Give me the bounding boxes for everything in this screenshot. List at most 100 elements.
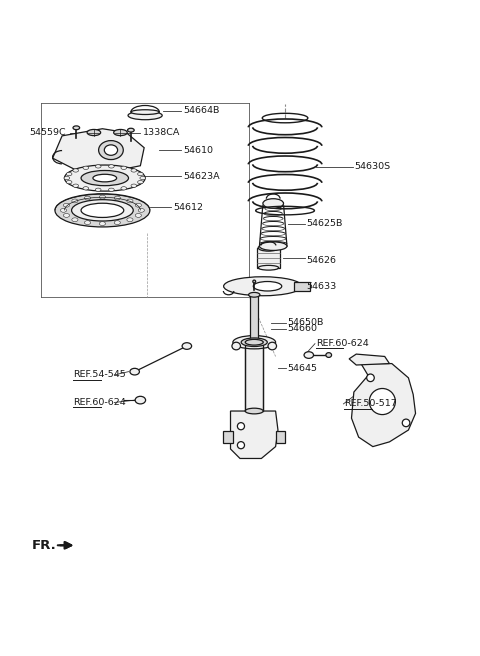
Ellipse shape <box>131 110 159 115</box>
Ellipse shape <box>96 165 101 168</box>
Bar <box>245 342 263 411</box>
Ellipse shape <box>121 166 127 169</box>
Ellipse shape <box>253 281 282 291</box>
Ellipse shape <box>402 419 410 426</box>
Text: 54630S: 54630S <box>354 162 390 171</box>
Ellipse shape <box>238 441 244 449</box>
Ellipse shape <box>249 293 260 297</box>
Ellipse shape <box>127 218 133 222</box>
Ellipse shape <box>73 169 79 172</box>
Text: REF.50-517: REF.50-517 <box>344 400 397 409</box>
Ellipse shape <box>64 165 145 191</box>
Bar <box>223 432 233 443</box>
Ellipse shape <box>127 199 133 203</box>
Polygon shape <box>230 411 278 459</box>
Ellipse shape <box>138 209 144 213</box>
Ellipse shape <box>93 174 117 182</box>
Text: 54559C: 54559C <box>29 128 65 137</box>
Ellipse shape <box>131 184 137 188</box>
Ellipse shape <box>55 194 150 227</box>
Ellipse shape <box>60 209 67 213</box>
Bar <box>251 295 258 340</box>
Ellipse shape <box>63 203 70 207</box>
Polygon shape <box>351 363 416 447</box>
Ellipse shape <box>367 374 374 382</box>
Ellipse shape <box>99 195 106 199</box>
Ellipse shape <box>63 213 70 217</box>
Polygon shape <box>294 281 310 291</box>
Ellipse shape <box>64 176 70 180</box>
Text: 54626: 54626 <box>306 256 336 264</box>
Ellipse shape <box>238 422 244 430</box>
Ellipse shape <box>73 184 79 188</box>
Ellipse shape <box>135 213 142 217</box>
Text: REF.60-624: REF.60-624 <box>73 398 126 407</box>
Bar <box>257 248 280 268</box>
Ellipse shape <box>232 342 240 350</box>
Ellipse shape <box>263 199 284 208</box>
Ellipse shape <box>96 188 101 192</box>
Text: REF.54-545: REF.54-545 <box>73 371 126 379</box>
Ellipse shape <box>73 126 80 130</box>
Ellipse shape <box>182 342 192 350</box>
Text: 54645: 54645 <box>288 364 317 373</box>
Ellipse shape <box>241 338 267 346</box>
Ellipse shape <box>83 187 89 190</box>
Ellipse shape <box>135 203 142 207</box>
Ellipse shape <box>98 140 123 159</box>
Text: 54610: 54610 <box>183 146 213 155</box>
Ellipse shape <box>131 169 137 172</box>
Ellipse shape <box>128 111 162 119</box>
Ellipse shape <box>369 388 396 415</box>
Ellipse shape <box>114 129 127 136</box>
Ellipse shape <box>66 180 72 184</box>
Polygon shape <box>53 129 144 171</box>
Ellipse shape <box>138 180 144 184</box>
Text: 54612: 54612 <box>174 203 204 212</box>
Ellipse shape <box>108 188 114 192</box>
Ellipse shape <box>114 196 120 200</box>
Text: 1338CA: 1338CA <box>143 128 180 137</box>
Ellipse shape <box>140 176 145 180</box>
Ellipse shape <box>135 396 145 404</box>
Bar <box>276 432 285 443</box>
Text: 54664B: 54664B <box>183 106 219 115</box>
Ellipse shape <box>245 339 263 345</box>
Ellipse shape <box>66 173 72 176</box>
Ellipse shape <box>121 187 127 190</box>
Ellipse shape <box>72 218 78 222</box>
Ellipse shape <box>87 129 101 136</box>
Text: 54660: 54660 <box>288 325 317 333</box>
Ellipse shape <box>128 129 134 132</box>
Ellipse shape <box>130 368 139 375</box>
Ellipse shape <box>81 203 124 217</box>
Ellipse shape <box>72 199 78 203</box>
Ellipse shape <box>108 165 114 168</box>
Ellipse shape <box>138 173 144 176</box>
Ellipse shape <box>258 245 279 251</box>
Text: 54623A: 54623A <box>183 172 220 180</box>
Ellipse shape <box>84 196 91 200</box>
Ellipse shape <box>83 166 89 169</box>
Text: 54650B: 54650B <box>288 318 324 327</box>
Ellipse shape <box>104 145 118 155</box>
Ellipse shape <box>81 171 129 186</box>
Ellipse shape <box>253 280 256 283</box>
Ellipse shape <box>260 242 287 251</box>
Ellipse shape <box>258 266 279 270</box>
Ellipse shape <box>99 222 106 226</box>
Ellipse shape <box>233 336 276 349</box>
Ellipse shape <box>304 352 313 358</box>
Ellipse shape <box>72 199 133 221</box>
Ellipse shape <box>326 353 332 358</box>
Ellipse shape <box>114 220 120 224</box>
Polygon shape <box>349 354 389 365</box>
Text: FR.: FR. <box>32 539 57 552</box>
Text: 54625B: 54625B <box>306 219 343 228</box>
Text: REF.60-624: REF.60-624 <box>316 339 369 348</box>
Ellipse shape <box>245 408 263 414</box>
Ellipse shape <box>84 220 91 224</box>
Text: 54633: 54633 <box>306 282 336 291</box>
Ellipse shape <box>268 342 276 350</box>
Ellipse shape <box>224 277 302 296</box>
